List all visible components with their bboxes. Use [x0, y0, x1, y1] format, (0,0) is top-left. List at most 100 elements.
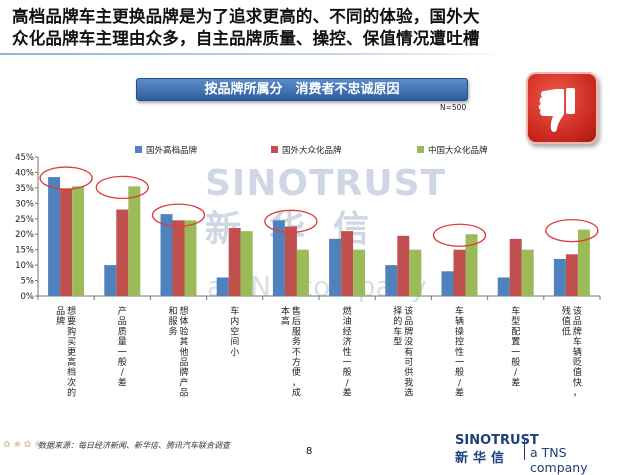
bar [465, 234, 478, 296]
bar [397, 235, 410, 296]
highlight-ellipse [432, 223, 487, 247]
category-char: 值 [573, 366, 582, 378]
category-char: 快 [573, 376, 582, 388]
category-char: 性 [343, 346, 352, 358]
category-char: 一 [118, 348, 127, 358]
footer-source: 数据来源：每日经济新闻、新华信、腾讯汽车联合调查 [38, 441, 230, 450]
bar [441, 271, 454, 296]
bar [329, 238, 342, 296]
category-char: 和 [168, 306, 177, 317]
category-char: 供 [404, 366, 413, 378]
bar [553, 258, 566, 296]
category-char: 购 [67, 325, 76, 337]
category-char: 置 [511, 337, 520, 348]
category-char: 务 [168, 325, 177, 337]
category-char: ， [292, 378, 301, 388]
y-tick-label: 40% [15, 168, 34, 178]
chart-title-banner: 按品牌所属分 消费者不忠诚原因 [136, 78, 468, 101]
bar [60, 189, 73, 296]
y-tick-label: 35% [15, 184, 34, 194]
title-divider [0, 53, 510, 55]
watermark-brand: SINOTRUST [205, 163, 447, 204]
category-char: 方 [292, 356, 301, 368]
category-char: 牌 [179, 366, 188, 378]
category-char: 空 [230, 325, 239, 337]
category-char: 车 [573, 336, 582, 348]
category-char: 高 [67, 356, 76, 368]
category-char: 型 [511, 316, 520, 327]
category-char: 他 [179, 346, 188, 358]
category-char: 差 [343, 387, 352, 399]
category-char: 想 [179, 305, 188, 317]
category-char: 产 [118, 305, 127, 317]
slide-title-line1: 高档品牌车主更换品牌是为了追求更高的、不同的体验，国外大 [12, 7, 480, 26]
category-char: 差 [511, 376, 520, 388]
highlight-ellipse [39, 166, 93, 190]
category-char: 型 [393, 337, 402, 348]
bar [284, 226, 297, 296]
y-tick-label: 45% [15, 153, 34, 163]
bar [577, 229, 590, 296]
category-char: 有 [404, 346, 413, 358]
footer-divider [524, 440, 525, 460]
bar [172, 220, 185, 296]
bar [521, 249, 534, 296]
category-char: 牌 [404, 325, 413, 337]
category-char: 量 [118, 337, 127, 348]
category-char: 后 [292, 316, 301, 327]
category-char: 残 [562, 305, 571, 317]
category-char: 该 [573, 305, 582, 317]
legend-label: 中国大众化品牌 [428, 145, 488, 156]
category-char: 本 [281, 305, 290, 317]
y-tick-label: 20% [15, 230, 34, 240]
chart-highlights [39, 166, 599, 247]
category-char: 档 [67, 366, 76, 378]
category-char: 质 [118, 325, 127, 337]
bar [497, 277, 510, 296]
thumbs-down-icon [526, 72, 598, 144]
category-char: 我 [404, 377, 413, 388]
category-char: 性 [455, 346, 464, 358]
bar [353, 249, 366, 296]
category-char: 其 [179, 337, 188, 348]
chart-bars [48, 177, 590, 296]
category-char: / [346, 378, 350, 388]
bar [104, 265, 117, 296]
category-char: 高 [281, 315, 290, 327]
bar [160, 214, 173, 296]
category-char: 车 [511, 305, 520, 317]
legend-swatch [417, 146, 424, 153]
bar-chart: 0% 5% 10% 15% 20% 25% 30% 35% 40% 45% 国外高档品牌 国外大众化… [15, 145, 601, 399]
category-char: 品 [179, 357, 188, 368]
legend-label: 国外大众化品牌 [282, 145, 342, 156]
y-tick-label: 5% [21, 277, 35, 287]
category-char: 经 [343, 325, 352, 337]
category-char: 次 [67, 376, 76, 388]
category-char: 不 [292, 347, 301, 358]
category-char: 选 [404, 387, 413, 399]
bar [296, 249, 309, 296]
footer-logo-chinese: 新华信 [455, 451, 510, 466]
bar [409, 249, 422, 296]
category-char: 品 [56, 306, 65, 317]
bar [341, 231, 354, 296]
sample-size-label: N=500 [440, 103, 467, 112]
category-char: 服 [168, 316, 177, 327]
category-char: 可 [404, 357, 413, 368]
category-char: 想 [67, 305, 76, 317]
category-char: 内 [230, 315, 239, 327]
y-tick-label: 30% [15, 199, 34, 209]
category-char: 贬 [573, 357, 582, 368]
category-char: / [121, 368, 125, 378]
category-char: 品 [118, 316, 127, 327]
category-char: 更 [67, 347, 76, 358]
bar [272, 220, 285, 296]
page-number: 8 [306, 446, 313, 457]
category-char: 要 [67, 316, 76, 327]
